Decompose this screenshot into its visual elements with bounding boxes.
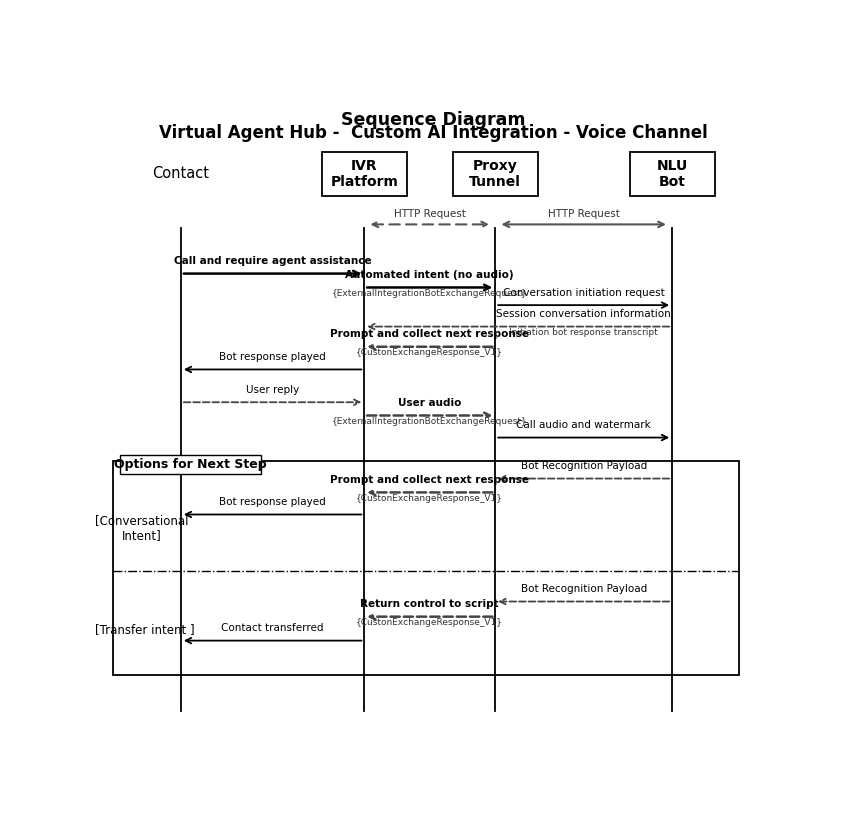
Text: User reply: User reply bbox=[246, 385, 299, 395]
Text: Initiation bot response transcript: Initiation bot response transcript bbox=[509, 328, 657, 337]
Text: HTTP Request: HTTP Request bbox=[547, 210, 619, 219]
Bar bbox=[113, 461, 738, 676]
Text: Contact transferred: Contact transferred bbox=[221, 623, 323, 633]
Bar bbox=[452, 152, 538, 196]
Text: {ExternalIntegrationBotExchangeRequest}: {ExternalIntegrationBotExchangeRequest} bbox=[332, 417, 527, 426]
Text: Virtual Agent Hub -  Custom AI Integration - Voice Channel: Virtual Agent Hub - Custom AI Integratio… bbox=[159, 124, 706, 142]
Text: Call and require agent assistance: Call and require agent assistance bbox=[174, 256, 371, 266]
Text: Contact: Contact bbox=[152, 166, 209, 182]
Text: Session conversation information: Session conversation information bbox=[495, 309, 670, 319]
Text: Automated intent (no audio): Automated intent (no audio) bbox=[345, 270, 513, 280]
Text: [Conversational
Intent]: [Conversational Intent] bbox=[95, 514, 188, 542]
Text: NLU
Bot: NLU Bot bbox=[656, 159, 687, 189]
Bar bbox=[629, 152, 714, 196]
Text: {ExternalIntegrationBotExchangeRequest}: {ExternalIntegrationBotExchangeRequest} bbox=[332, 289, 527, 298]
Text: Bot Recognition Payload: Bot Recognition Payload bbox=[520, 461, 646, 471]
Text: Bot response played: Bot response played bbox=[219, 352, 326, 362]
Text: {CustonExchangeResponse_V1}: {CustonExchangeResponse_V1} bbox=[356, 494, 503, 503]
Text: User audio: User audio bbox=[398, 398, 461, 408]
Text: Bot response played: Bot response played bbox=[219, 497, 326, 507]
Text: Prompt and collect next response: Prompt and collect next response bbox=[330, 475, 528, 485]
Text: Return control to script: Return control to script bbox=[360, 599, 499, 609]
Text: Sequence Diagram: Sequence Diagram bbox=[340, 111, 525, 129]
Text: {CustonExchangeResponse_V1}: {CustonExchangeResponse_V1} bbox=[356, 348, 503, 357]
Text: IVR
Platform: IVR Platform bbox=[330, 159, 398, 189]
Bar bbox=[322, 152, 407, 196]
Text: Prompt and collect next response: Prompt and collect next response bbox=[330, 329, 528, 339]
Text: Bot Recognition Payload: Bot Recognition Payload bbox=[520, 584, 646, 594]
Text: Conversation initiation request: Conversation initiation request bbox=[502, 287, 663, 297]
Bar bbox=[120, 455, 261, 474]
Text: Call audio and watermark: Call audio and watermark bbox=[516, 420, 650, 430]
Text: Proxy
Tunnel: Proxy Tunnel bbox=[468, 159, 521, 189]
Text: [Transfer intent ]: [Transfer intent ] bbox=[95, 623, 194, 636]
Text: Options for Next Step: Options for Next Step bbox=[114, 458, 267, 471]
Text: {CustonExchangeResponse_V1}: {CustonExchangeResponse_V1} bbox=[356, 618, 503, 627]
Text: HTTP Request: HTTP Request bbox=[393, 210, 465, 219]
